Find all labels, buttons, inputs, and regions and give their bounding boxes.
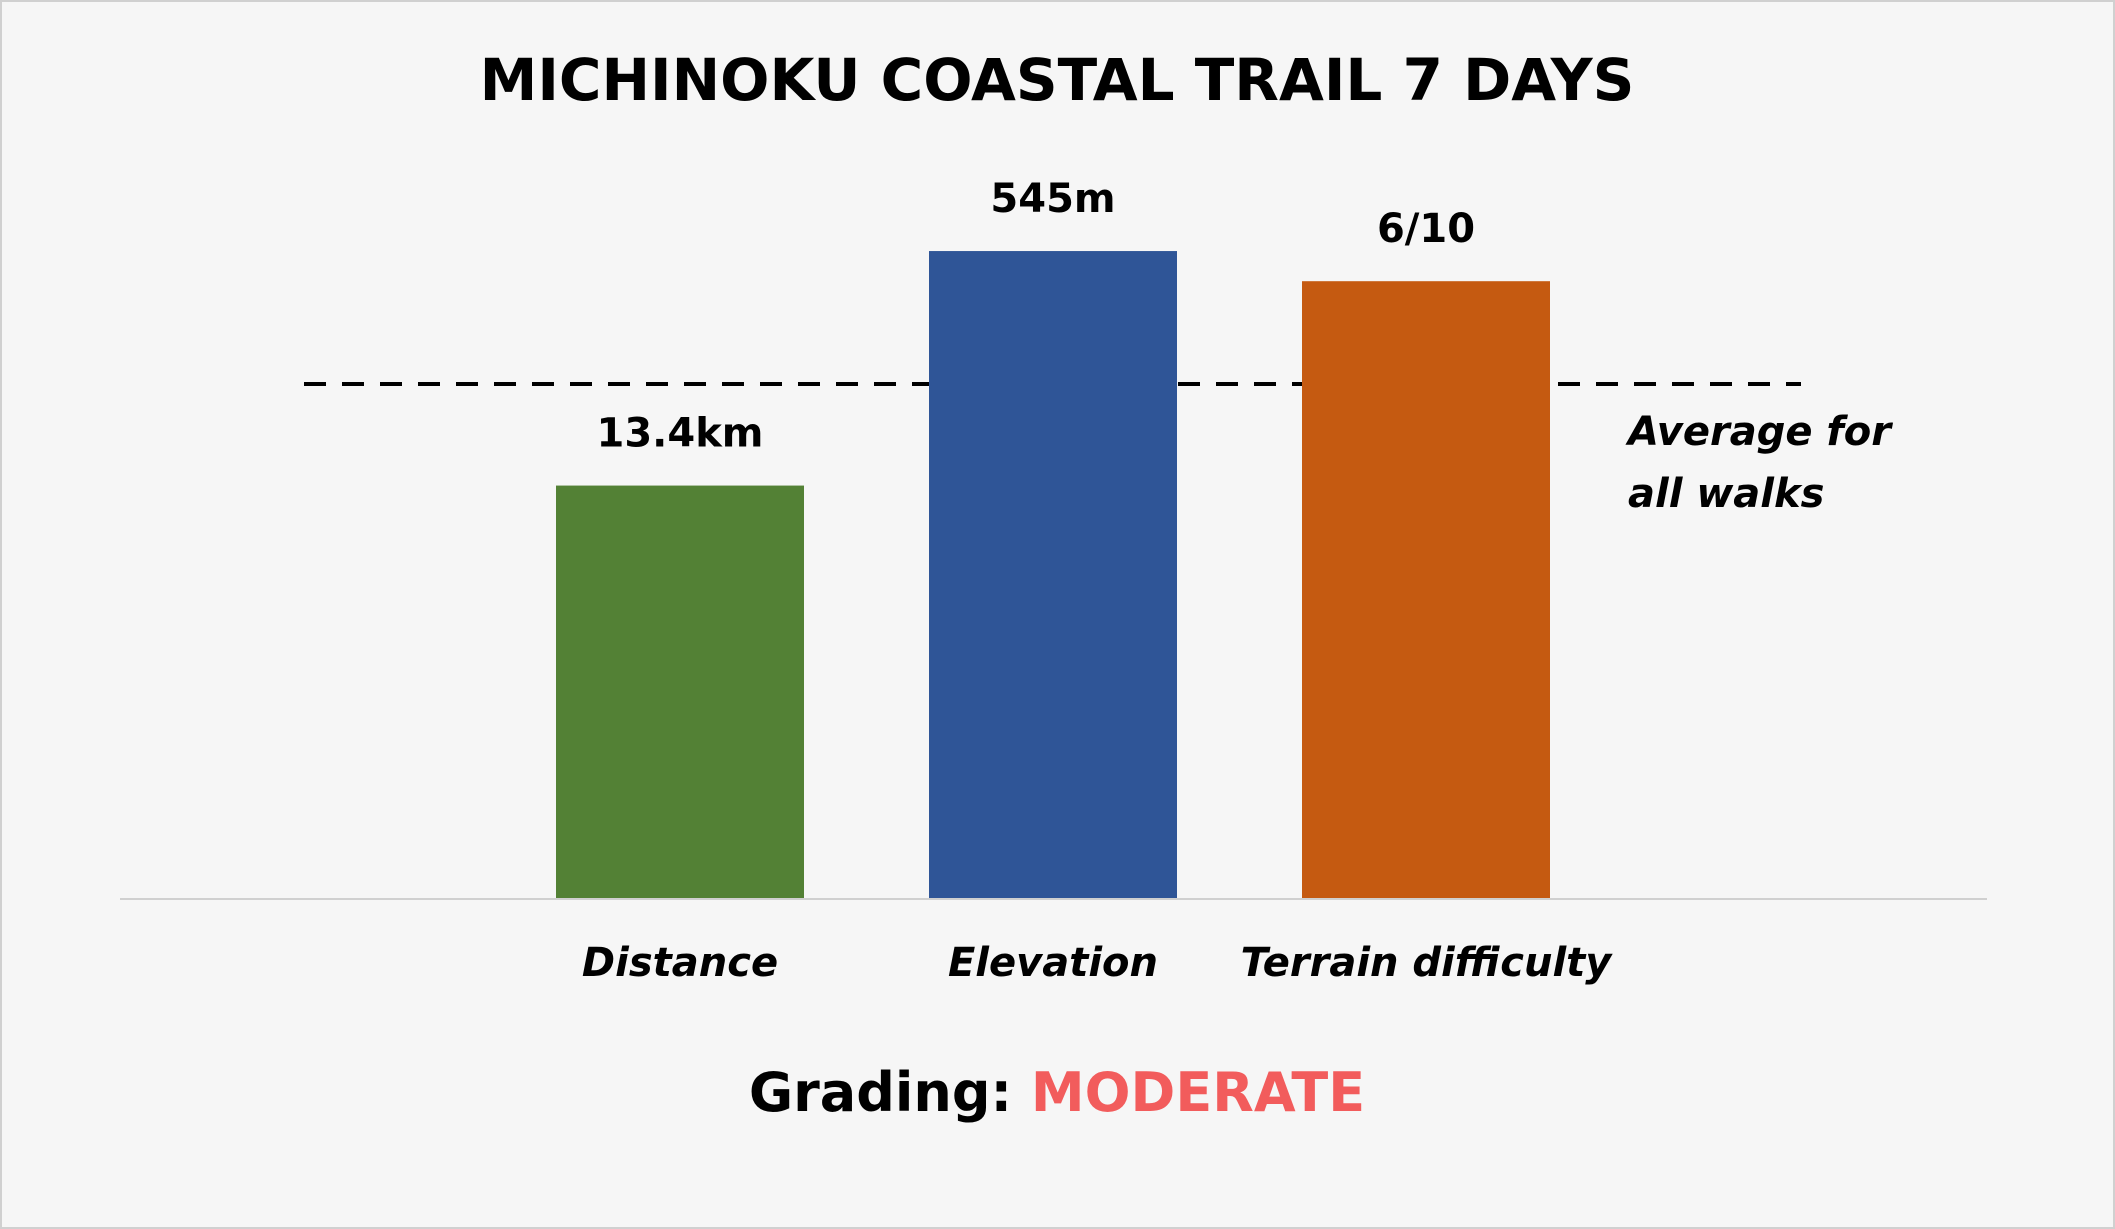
bar — [1302, 281, 1550, 898]
average-label: all walks — [1628, 471, 1824, 517]
grading-value: MODERATE — [1031, 1061, 1365, 1124]
x-tick-label: Elevation — [948, 940, 1158, 986]
value-label: 545m — [990, 176, 1115, 222]
average-label: Average for — [1625, 409, 1893, 455]
chart-title: MICHINOKU COASTAL TRAIL 7 DAYS — [480, 46, 1635, 114]
grading-label: Grading: — [749, 1061, 1012, 1124]
value-label: 13.4km — [597, 411, 764, 457]
x-tick-label: Distance — [582, 940, 778, 986]
x-tick-label: Terrain difficulty — [1241, 940, 1614, 986]
bar — [929, 251, 1177, 899]
value-label: 6/10 — [1377, 206, 1475, 252]
bar — [556, 485, 804, 898]
grading: Grading: MODERATE — [749, 1061, 1365, 1124]
